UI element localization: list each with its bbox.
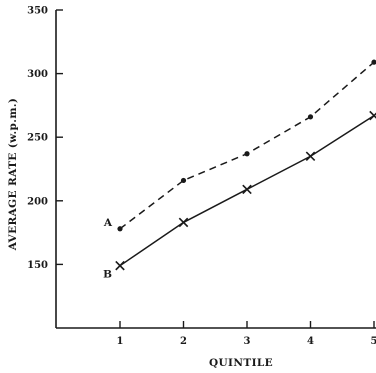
- x-tick-label: 5: [371, 336, 376, 347]
- data-point: [242, 184, 252, 195]
- data-point-stroke: [178, 217, 189, 228]
- data-point: [369, 110, 376, 121]
- data-point-stroke: [305, 151, 316, 162]
- x-tick-label: 1: [117, 336, 124, 347]
- data-point: [178, 217, 189, 228]
- data-point: [307, 114, 314, 120]
- x-tick-label: 2: [180, 336, 187, 347]
- series-label-a: A: [103, 217, 113, 229]
- data-point: [115, 260, 125, 271]
- data-point: [371, 59, 376, 65]
- y-tick-label: 300: [27, 69, 48, 80]
- x-tick-label: 3: [244, 336, 251, 347]
- y-tick-label: 350: [27, 6, 48, 17]
- y-tick-label: 200: [27, 196, 48, 207]
- data-point: [244, 151, 250, 157]
- x-axis-ticks: 1 2 3 4 5: [117, 321, 376, 347]
- x-axis-title: QUINTILE: [209, 357, 273, 369]
- y-tick-label: 150: [27, 260, 48, 271]
- series-b: B: [103, 110, 376, 281]
- axes: [55, 10, 376, 329]
- data-point-stroke: [115, 260, 125, 271]
- series-group: AB: [103, 59, 376, 281]
- series-a: A: [103, 59, 376, 232]
- data-point-stroke: [242, 184, 252, 195]
- y-tick-label: 250: [27, 133, 48, 144]
- series-label-b: B: [103, 269, 112, 281]
- data-point: [305, 151, 316, 162]
- data-point-stroke: [369, 112, 376, 121]
- series-line-b: [119, 114, 375, 267]
- y-axis-ticks: 150 200 250 300 350: [27, 6, 63, 271]
- series-line-a: [119, 61, 375, 230]
- data-point: [117, 226, 123, 232]
- y-axis-title: AVERAGE RATE (w.p.m.): [7, 98, 19, 252]
- x-tick-label: 4: [307, 336, 314, 347]
- data-point: [180, 177, 187, 184]
